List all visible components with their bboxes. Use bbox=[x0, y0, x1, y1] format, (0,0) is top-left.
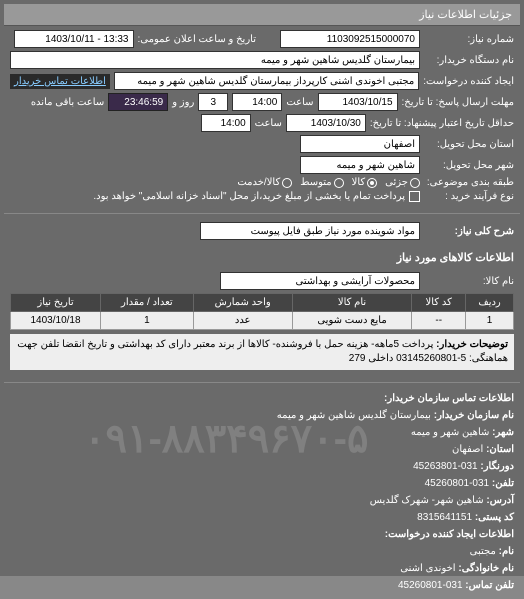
deliver-time-field: 14:00 bbox=[201, 114, 251, 132]
family-value: اخوندی اشنی bbox=[400, 563, 455, 574]
cell-qty: 1 bbox=[101, 312, 194, 330]
process-checkbox[interactable] bbox=[409, 191, 420, 202]
col-qty: تعداد / مقدار bbox=[101, 294, 194, 312]
divider-2 bbox=[4, 382, 520, 383]
col-row: ردیف bbox=[466, 294, 514, 312]
postal-value: 8315641151 bbox=[417, 512, 472, 523]
goods-table: ردیف کد کالا نام کالا واحد شمارش تعداد /… bbox=[10, 293, 514, 330]
c-city-label: شهر: bbox=[492, 427, 514, 438]
remain-text: ساعت باقی مانده bbox=[31, 97, 104, 108]
divider-1 bbox=[4, 213, 520, 214]
col-date: تاریخ نیاز bbox=[11, 294, 101, 312]
desc-label: شرح کلی نیاز: bbox=[424, 226, 514, 237]
contact-link[interactable]: اطلاعات تماس خریدار bbox=[10, 74, 110, 89]
radio-medium[interactable]: متوسط bbox=[300, 177, 343, 188]
goods-title: اطلاعات کالاهای مورد نیاز bbox=[4, 247, 520, 268]
province-field: اصفهان bbox=[300, 135, 420, 153]
address-value: شاهین شهر- شهرک گلدیس bbox=[370, 495, 484, 506]
class-label: طبقه بندی موضوعی: bbox=[424, 177, 514, 188]
table-header-row: ردیف کد کالا نام کالا واحد شمارش تعداد /… bbox=[11, 294, 514, 312]
province-label: استان محل تحویل: bbox=[424, 139, 514, 150]
creator-label: ایجاد کننده درخواست: bbox=[423, 76, 514, 87]
col-code: کد کالا bbox=[412, 294, 466, 312]
req-no-label: شماره نیاز: bbox=[424, 34, 514, 45]
goods-section: نام کالا: محصولات آرایشی و بهداشتی ردیف … bbox=[4, 268, 520, 378]
desc-field: مواد شوینده مورد نیاز طبق فایل پیوست bbox=[200, 222, 420, 240]
radio-service[interactable]: کالا/خدمت bbox=[237, 177, 292, 188]
announce-field: 13:33 - 1403/10/11 bbox=[14, 30, 134, 48]
time-label-2: ساعت bbox=[255, 118, 282, 129]
fax-value: 031-45263801 bbox=[413, 461, 478, 472]
contact-title: اطلاعات تماس سازمان خریدار: bbox=[384, 393, 514, 404]
name-label: نام: bbox=[499, 546, 514, 557]
header-section: شماره نیاز: 1103092515000070 تاریخ و ساع… bbox=[4, 26, 520, 209]
time-remain-field: 23:46:59 bbox=[108, 93, 168, 111]
cell-code: -- bbox=[412, 312, 466, 330]
col-name: نام کالا bbox=[292, 294, 412, 312]
family-label: نام خانوادگی: bbox=[458, 563, 514, 574]
deliver-date-field: 1403/10/30 bbox=[286, 114, 366, 132]
address-label: آدرس: bbox=[486, 495, 514, 506]
phone-label: تلفن: bbox=[492, 478, 514, 489]
process-label: نوع فرآیند خرید : bbox=[424, 191, 514, 202]
radio-goods[interactable]: کالا bbox=[352, 177, 378, 188]
name-value: مجتبی bbox=[470, 546, 496, 557]
creator-field: مجتبی اخوندی اشنی کارپرداز بیمارستان گلد… bbox=[114, 72, 419, 90]
desc-section: شرح کلی نیاز: مواد شوینده مورد نیاز طبق … bbox=[4, 218, 520, 247]
buyer-label: نام دستگاه خریدار: bbox=[424, 55, 514, 66]
days-remain-field: 3 bbox=[198, 93, 228, 111]
main-panel: جزئیات اطلاعات نیاز شماره نیاز: 11030925… bbox=[0, 0, 524, 576]
c-province-label: استان: bbox=[486, 444, 514, 455]
cell-date: 1403/10/18 bbox=[11, 312, 101, 330]
cell-name: مایع دست شویی bbox=[292, 312, 412, 330]
tab-header: جزئیات اطلاعات نیاز bbox=[4, 4, 520, 26]
city-field: شاهین شهر و میمه bbox=[300, 156, 420, 174]
radio-minor[interactable]: جزئی bbox=[385, 177, 420, 188]
fax-label: دورنگار: bbox=[480, 461, 514, 472]
note-label: توضیحات خریدار: bbox=[436, 339, 508, 350]
contact-phone-label: تلفن تماس: bbox=[465, 580, 514, 591]
postal-label: کد پستی: bbox=[475, 512, 514, 523]
deadline-time-field: 14:00 bbox=[232, 93, 282, 111]
process-text: پرداخت تمام یا بخشی از مبلغ خرید،از محل … bbox=[93, 191, 405, 202]
announce-label: تاریخ و ساعت اعلان عمومی: bbox=[138, 34, 257, 45]
note-text: پرداخت 5ماهه- هزینه حمل با فروشنده- کالا… bbox=[17, 339, 508, 364]
days-text: روز و bbox=[172, 97, 194, 108]
deliver-deadline-label: حداقل تاریخ اعتبار پیشنهاد: تا تاریخ: bbox=[370, 118, 514, 129]
c-province-value: اصفهان bbox=[452, 444, 483, 455]
req-no-field: 1103092515000070 bbox=[280, 30, 420, 48]
buyer-field: بیمارستان گلدیس شاهین شهر و میمه bbox=[10, 51, 420, 69]
deadline-date-field: 1403/10/15 bbox=[318, 93, 398, 111]
contact-phone-value: 031-45260801 bbox=[398, 580, 463, 591]
c-city-value: شاهین شهر و میمه bbox=[411, 427, 490, 438]
org-value: بیمارستان گلدیس شاهین شهر و میمه bbox=[277, 410, 431, 421]
phone-value: 031-45260801 bbox=[425, 478, 490, 489]
city-label: شهر محل تحویل: bbox=[424, 160, 514, 171]
contact-section: ۰۹۱-۸۸۳۴۹۶۷۰-۵ اطلاعات تماس سازمان خریدا… bbox=[4, 387, 520, 599]
col-unit: واحد شمارش bbox=[193, 294, 292, 312]
deadline-label: مهلت ارسال پاسخ: تا تاریخ: bbox=[402, 97, 514, 108]
goods-name-field: محصولات آرایشی و بهداشتی bbox=[220, 272, 420, 290]
goods-name-label: نام کالا: bbox=[424, 276, 514, 287]
cell-unit: عدد bbox=[193, 312, 292, 330]
time-label-1: ساعت bbox=[286, 97, 313, 108]
table-row: 1 -- مایع دست شویی عدد 1 1403/10/18 bbox=[11, 312, 514, 330]
req-creator-title: اطلاعات ایجاد کننده درخواست: bbox=[385, 529, 514, 540]
cell-row: 1 bbox=[466, 312, 514, 330]
org-label: نام سازمان خریدار: bbox=[434, 410, 514, 421]
note-box: توضیحات خریدار: پرداخت 5ماهه- هزینه حمل … bbox=[10, 334, 514, 370]
class-radio-group: جزئی کالا متوسط کالا/خدمت bbox=[237, 177, 420, 188]
